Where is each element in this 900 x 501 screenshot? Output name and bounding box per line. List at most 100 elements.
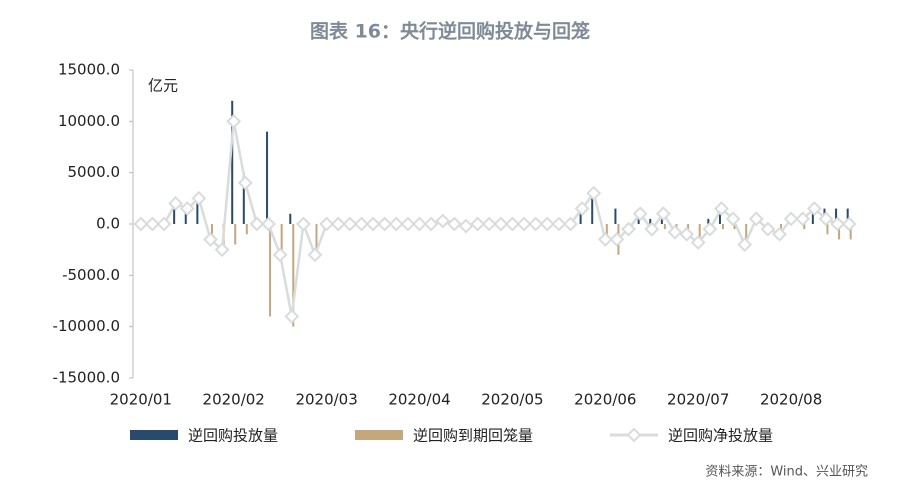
- x-tick-label: 2020/01: [110, 391, 172, 409]
- point: [284, 308, 300, 324]
- bar: [733, 224, 736, 230]
- point: [307, 247, 323, 263]
- x-tick-label: 2020/07: [667, 391, 729, 409]
- legend-marker: [626, 427, 642, 443]
- point: [586, 185, 602, 201]
- point: [237, 175, 253, 191]
- bar: [315, 224, 318, 255]
- bar: [811, 208, 814, 224]
- bar: [803, 224, 806, 230]
- point: [528, 216, 544, 232]
- bar: [292, 224, 295, 327]
- point: [191, 190, 207, 206]
- point: [760, 221, 776, 237]
- point: [168, 196, 184, 211]
- bar: [745, 224, 748, 245]
- bar: [280, 224, 283, 255]
- y-tick-label: 10000.0: [58, 112, 120, 130]
- point: [354, 216, 369, 232]
- bar: [242, 172, 245, 224]
- point: [295, 216, 311, 232]
- x-tick-label: 2020/06: [574, 391, 636, 409]
- point: [446, 216, 462, 232]
- y-tick-label: -10000.0: [53, 317, 120, 335]
- legend-label: 逆回购净投放量: [668, 427, 773, 445]
- point: [702, 221, 718, 237]
- point: [597, 231, 613, 247]
- point: [423, 216, 439, 232]
- y-tick-label: 0.0: [96, 215, 120, 233]
- point: [679, 226, 695, 242]
- point: [481, 216, 497, 232]
- bar: [835, 208, 838, 224]
- point: [551, 216, 567, 232]
- bar: [579, 208, 582, 224]
- point: [621, 221, 636, 237]
- point: [319, 216, 335, 232]
- point: [667, 224, 683, 240]
- bar: [269, 224, 272, 317]
- point: [516, 216, 532, 232]
- legend-swatch: [355, 430, 403, 440]
- point: [574, 201, 590, 217]
- bar: [289, 213, 292, 224]
- point: [714, 201, 729, 217]
- bar: [846, 208, 849, 224]
- point: [539, 216, 555, 232]
- bar: [663, 224, 666, 230]
- point: [806, 201, 822, 217]
- point: [737, 237, 753, 252]
- y-tick-label: 5000.0: [68, 163, 121, 181]
- bar: [231, 100, 234, 224]
- point: [400, 216, 416, 232]
- point: [748, 211, 764, 227]
- point: [203, 231, 218, 247]
- point: [644, 221, 660, 237]
- point: [818, 211, 834, 227]
- point: [435, 213, 451, 229]
- point: [133, 216, 149, 232]
- point: [261, 216, 276, 232]
- point: [830, 216, 845, 232]
- bar: [591, 193, 594, 224]
- y-tick-label: 15000.0: [58, 61, 120, 79]
- x-tick-label: 2020/08: [760, 391, 822, 409]
- bar: [707, 218, 710, 224]
- point: [470, 216, 485, 232]
- bar: [245, 224, 248, 235]
- point: [505, 216, 520, 232]
- point: [609, 231, 625, 247]
- point: [214, 242, 230, 258]
- y-tick-label: -15000.0: [53, 369, 120, 387]
- x-tick-label: 2020/05: [481, 391, 543, 409]
- bar: [210, 224, 213, 240]
- bar: [196, 198, 199, 224]
- point: [179, 201, 195, 217]
- bar: [184, 208, 187, 224]
- bar: [266, 131, 269, 224]
- bar: [721, 224, 724, 230]
- point: [145, 216, 160, 232]
- point: [772, 226, 787, 242]
- bar: [173, 203, 176, 224]
- bar: [838, 224, 841, 240]
- source: 资料来源：Wind、兴业研究: [705, 465, 868, 480]
- point: [330, 216, 346, 232]
- x-tick-label: 2020/04: [388, 391, 450, 409]
- point: [655, 206, 671, 222]
- point: [783, 211, 799, 227]
- x-tick-label: 2020/03: [295, 391, 357, 409]
- point: [226, 113, 242, 129]
- point: [493, 216, 509, 232]
- point: [690, 235, 706, 250]
- legend-label: 逆回购到期回笼量: [413, 427, 533, 445]
- bar: [649, 218, 652, 224]
- chart-title: 图表 16：央行逆回购投放与回笼: [310, 20, 590, 43]
- bar: [826, 224, 829, 235]
- point: [458, 218, 474, 234]
- point: [412, 216, 427, 232]
- point: [841, 216, 857, 232]
- bar: [605, 224, 608, 240]
- point: [377, 216, 393, 232]
